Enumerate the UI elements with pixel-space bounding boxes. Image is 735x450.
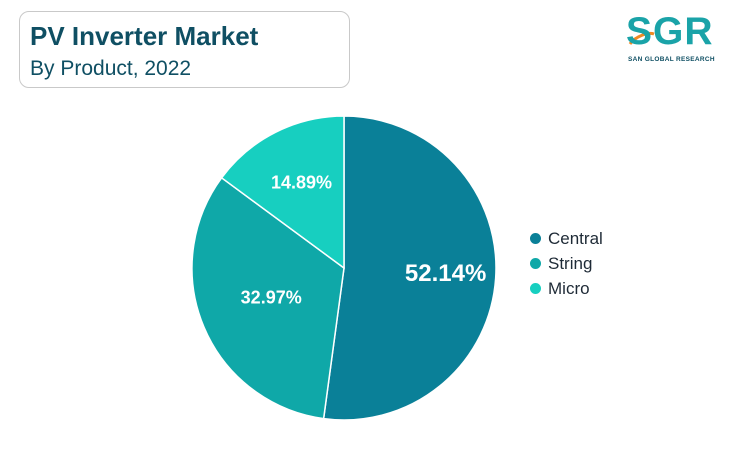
- pie-slice-string: [191, 176, 345, 420]
- logo-mark: SGR: [626, 10, 714, 53]
- chart-title: PV Inverter Market: [30, 21, 259, 51]
- slice-value-label-micro: 14.89%: [271, 173, 332, 193]
- legend-label: String: [548, 253, 593, 273]
- legend-item-string: String: [530, 251, 603, 276]
- pie-labels: 52.14% 32.97% 14.89%: [241, 173, 487, 308]
- legend-swatch: [530, 258, 541, 269]
- legend-label: Micro: [548, 278, 590, 298]
- slice-value-label-string: 32.97%: [241, 288, 302, 308]
- legend-label: Central: [548, 228, 603, 248]
- pie-slices: [191, 115, 497, 421]
- legend-swatch: [530, 233, 541, 244]
- title-box: PV Inverter Market By Product, 2022: [19, 11, 350, 88]
- slice-value-label-central: 52.14%: [405, 260, 486, 287]
- sgr-logo-icon: [628, 32, 655, 45]
- legend-item-micro: Micro: [530, 276, 603, 301]
- chart-subtitle: By Product, 2022: [30, 57, 192, 80]
- logo-text: SAN GLOBAL RESEARCH: [628, 56, 715, 63]
- sgr-logo: SGR SAN GLOBAL RESEARCH: [626, 12, 720, 64]
- legend-item-central: Central: [530, 226, 603, 251]
- pie-slice-micro: [220, 115, 345, 270]
- legend-swatch: [530, 283, 541, 294]
- pie-slice-central: [322, 115, 497, 421]
- legend: Central String Micro: [530, 226, 603, 301]
